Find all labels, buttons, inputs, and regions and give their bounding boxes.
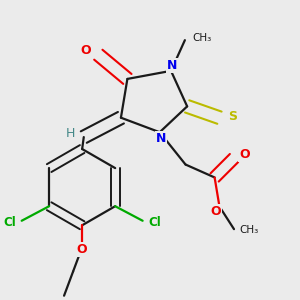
Text: N: N xyxy=(156,131,166,145)
Text: N: N xyxy=(167,58,178,71)
Text: O: O xyxy=(77,243,88,256)
Text: O: O xyxy=(210,205,221,218)
Text: Cl: Cl xyxy=(148,216,161,229)
Text: Cl: Cl xyxy=(3,216,16,229)
Text: CH₃: CH₃ xyxy=(240,225,259,236)
Text: CH₃: CH₃ xyxy=(192,33,211,43)
Text: H: H xyxy=(65,127,75,140)
Text: S: S xyxy=(229,110,238,123)
Text: O: O xyxy=(239,148,250,161)
Text: O: O xyxy=(80,44,91,57)
